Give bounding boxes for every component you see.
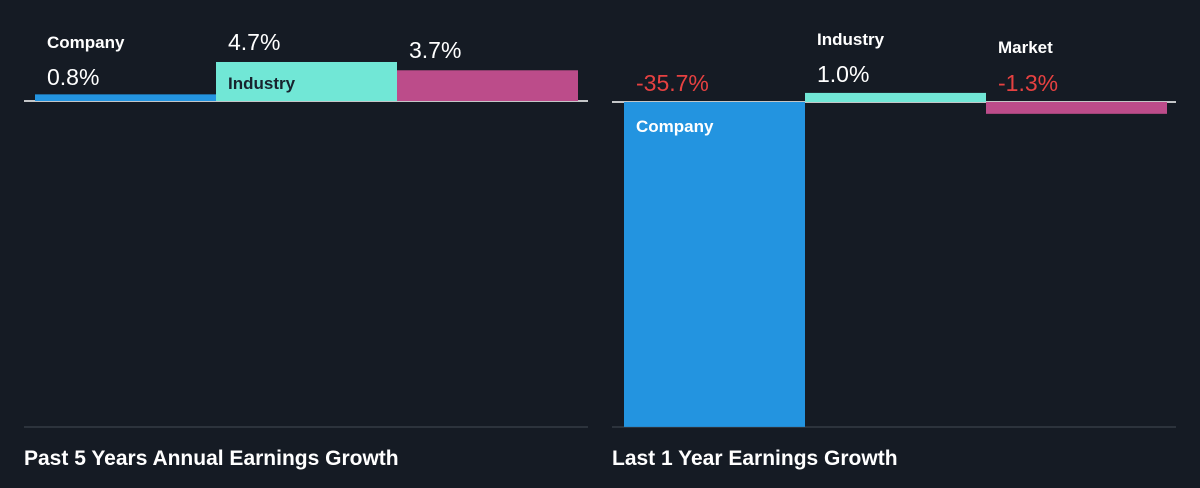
- chart-title: Past 5 Years Annual Earnings Growth: [24, 447, 399, 470]
- value-label-industry: 1.0%: [817, 61, 869, 87]
- panel-past-5-years: Company 0.8% Industry 4.7% 3.7% Past 5 Years …: [24, 29, 588, 470]
- category-label-company: Company: [636, 117, 714, 136]
- panel-last-1-year: Company -35.7% Industry 1.0% Market -1.3% Last…: [612, 30, 1176, 470]
- category-label-industry: Industry: [817, 30, 885, 49]
- category-label-market: Market: [998, 38, 1053, 57]
- category-label-company: Company: [47, 33, 125, 52]
- category-label-industry: Industry: [228, 74, 296, 93]
- bar-company: [35, 94, 216, 101]
- bar-industry: [805, 92, 986, 102]
- bar-market: [986, 102, 1167, 114]
- value-label-market: -1.3%: [998, 70, 1058, 96]
- value-label-company: -35.7%: [636, 70, 709, 96]
- value-label-company: 0.8%: [47, 64, 99, 90]
- bar-industry: [216, 61, 397, 101]
- chart-title: Last 1 Year Earnings Growth: [612, 447, 898, 470]
- bar-company: [624, 102, 805, 427]
- value-label-industry: 4.7%: [228, 29, 280, 55]
- value-label-market: 3.7%: [409, 37, 461, 63]
- bar-market: [397, 70, 578, 101]
